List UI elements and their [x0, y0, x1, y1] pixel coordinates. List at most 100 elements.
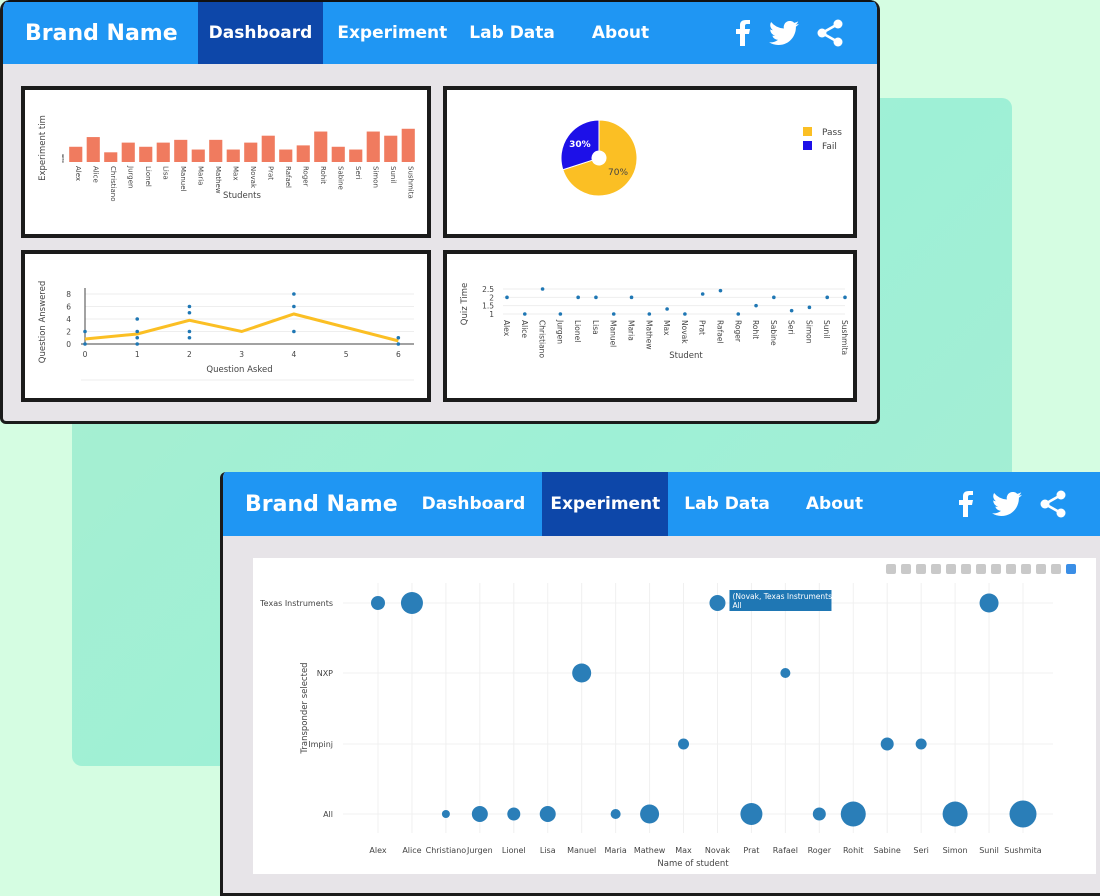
home-icon[interactable] — [1006, 564, 1016, 574]
x-tick-label: Lisa — [591, 320, 600, 335]
data-point-roger — [736, 312, 741, 316]
twitter-icon[interactable] — [992, 492, 1022, 516]
data-point-mathew — [647, 312, 652, 316]
x-tick-label: Max — [662, 320, 671, 336]
hover-compare-icon[interactable] — [1051, 564, 1061, 574]
x-tick-label: Rafael — [715, 320, 724, 344]
y-tick-label: 1 — [489, 310, 494, 319]
nav-about[interactable]: About — [591, 23, 650, 43]
x-tick-label: Christiano — [109, 166, 117, 202]
x-tick-label: Manuel — [179, 166, 187, 192]
bar-prat — [261, 135, 275, 162]
x-tick-label: Maria — [605, 846, 627, 855]
x-tick-label: Sabine — [336, 166, 344, 190]
bubble-maria — [610, 809, 621, 819]
x-tick-label: Manuel — [609, 320, 618, 347]
y-tick-label: 0 — [62, 160, 64, 164]
x-tick-label: Novak — [705, 846, 731, 855]
lasso-icon[interactable] — [946, 564, 956, 574]
x-tick-label: Alex — [502, 320, 511, 337]
hover-closest-icon[interactable] — [1036, 564, 1046, 574]
y-tick-label: 1.5 — [482, 302, 494, 311]
nav-dashboard[interactable]: Dashboard — [421, 494, 526, 514]
data-point — [135, 342, 140, 346]
x-tick-label: 2 — [187, 350, 192, 359]
nav-experiment[interactable]: Experiment — [542, 472, 669, 536]
facebook-icon[interactable] — [735, 20, 751, 46]
tooltip-line1: (Novak, Texas Instruments) — [732, 592, 835, 601]
bubble-manuel — [572, 663, 592, 683]
x-tick-label: Alex — [369, 846, 386, 855]
nav-about[interactable]: About — [805, 494, 864, 514]
zoom-icon[interactable] — [901, 564, 911, 574]
x-tick-label: 4 — [291, 350, 296, 359]
bar-lionel — [139, 146, 153, 162]
nav-lab-data[interactable]: Lab Data — [469, 23, 555, 43]
legend-swatch-pass — [803, 127, 812, 136]
x-tick-label: Simon — [943, 846, 968, 855]
tooltip-line2: All — [732, 601, 741, 610]
nav-dashboard[interactable]: Dashboard — [197, 2, 324, 64]
pan-icon[interactable] — [916, 564, 926, 574]
bubble-alice — [400, 592, 423, 614]
social-icons — [735, 2, 877, 64]
x-tick-label: Sabine — [874, 846, 901, 855]
social-icons — [958, 472, 1100, 536]
nav-experiment[interactable]: Experiment — [337, 23, 448, 43]
y-tick-label: 0 — [66, 340, 71, 349]
x-tick-label: Lionel — [573, 320, 582, 342]
data-point-maria — [629, 295, 634, 300]
bar-alex — [69, 146, 83, 162]
y-tick-label: 4 — [62, 157, 65, 161]
data-point — [396, 342, 401, 346]
x-axis-title: Student — [669, 351, 703, 361]
x-tick-label: Mathew — [214, 166, 222, 194]
box-select-icon[interactable] — [931, 564, 941, 574]
x-tick-label: Lisa — [540, 846, 556, 855]
y-axis-title: Quiz Time — [460, 283, 470, 325]
x-tick-label: Max — [231, 166, 239, 180]
x-tick-label: Rafael — [773, 846, 798, 855]
zoom-out-icon[interactable] — [976, 564, 986, 574]
x-tick-label: Rohit — [319, 166, 327, 184]
plotly-logo-icon[interactable] — [1066, 564, 1076, 574]
y-tick-label: 4 — [66, 315, 71, 324]
plot-toolbar — [886, 564, 1076, 574]
question-line-chart: 0 2 4 6 8 0 1 2 3 4 5 6 Question Asked Question Answe… — [38, 281, 414, 381]
zoom-in-icon[interactable] — [961, 564, 971, 574]
data-point-sushmita — [843, 295, 847, 300]
y-tick-label: 6 — [66, 303, 71, 312]
pie-slice-fail — [560, 119, 600, 171]
autoscale-icon[interactable] — [991, 564, 1001, 574]
data-point-rohit — [754, 303, 758, 308]
data-point — [83, 342, 87, 346]
x-tick-label: Christiano — [426, 846, 467, 855]
bubble-rafael — [780, 668, 791, 678]
navbar: Brand Name Dashboard Experiment Lab Data… — [3, 0, 877, 64]
brand-name[interactable]: Brand Name — [245, 491, 398, 517]
data-point — [187, 310, 192, 315]
x-axis-title: Name of student — [657, 859, 729, 869]
bubble-jurgen — [471, 806, 488, 822]
y-tick-label: All — [323, 810, 333, 819]
bar-christiano — [104, 152, 118, 162]
share-icon[interactable] — [817, 19, 843, 47]
hover-tooltip — [729, 590, 832, 611]
x-tick-label: Christiano — [538, 320, 547, 358]
spike-icon[interactable] — [1021, 564, 1031, 574]
share-icon[interactable] — [1040, 490, 1066, 518]
bubble-mathew — [640, 804, 660, 824]
x-tick-label: Sunil — [822, 320, 831, 338]
camera-icon[interactable] — [886, 564, 896, 574]
x-tick-label: Lisa — [161, 166, 169, 180]
x-axis-title: Students — [223, 191, 261, 201]
brand-name[interactable]: Brand Name — [25, 20, 178, 46]
x-tick-label: Rohit — [751, 320, 760, 339]
twitter-icon[interactable] — [769, 21, 799, 45]
x-tick-label: Rohit — [843, 846, 864, 855]
data-point-max — [665, 307, 669, 311]
x-tick-label: Novak — [680, 320, 689, 344]
bubble-lisa — [539, 806, 556, 822]
nav-lab-data[interactable]: Lab Data — [684, 494, 770, 514]
facebook-icon[interactable] — [958, 491, 974, 517]
